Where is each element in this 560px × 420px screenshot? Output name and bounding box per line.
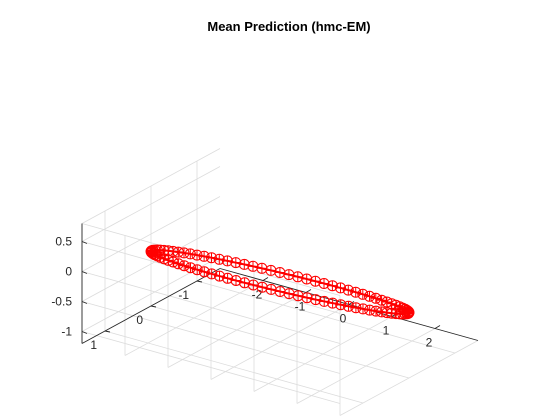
grid-line xyxy=(81,271,341,344)
tick-labels: -2 -1 0 1 2 -1 0 1 -1 -0.5 0 0.5 xyxy=(51,235,432,353)
data-point-marker xyxy=(390,308,402,320)
data-point-marker xyxy=(221,255,233,267)
x-tick xyxy=(262,277,269,281)
z-tick-label: 0 xyxy=(65,265,72,279)
data-point-marker xyxy=(198,266,210,278)
data-point-marker xyxy=(206,268,218,280)
data-point-marker xyxy=(178,247,190,259)
grid-line xyxy=(104,330,364,404)
data-point-marker xyxy=(274,286,286,297)
data-point-marker xyxy=(310,294,322,306)
data-point-marker xyxy=(184,248,196,260)
z-tick xyxy=(81,271,88,274)
data-point-marker xyxy=(292,271,304,283)
z-tick-label: 0.5 xyxy=(55,235,72,249)
data-point-marker xyxy=(256,281,268,293)
grid-line xyxy=(81,196,221,272)
grid-line xyxy=(81,166,221,242)
data-point-marker xyxy=(172,258,184,270)
data-point-marker xyxy=(238,258,250,270)
data-point-marker xyxy=(364,290,375,302)
data-point-marker xyxy=(247,260,259,272)
z-tick-label: -0.5 xyxy=(51,295,72,309)
data-point-marker xyxy=(185,262,196,274)
grid-line xyxy=(150,305,410,379)
data-point-marker xyxy=(350,286,362,298)
z-tick xyxy=(81,301,88,304)
data-point-marker xyxy=(292,290,304,302)
z-tick-label: -1 xyxy=(61,325,72,339)
x-tick-label: -2 xyxy=(252,288,263,302)
data-point-marker xyxy=(230,275,242,286)
data-point-marker xyxy=(301,292,313,304)
data-point-marker xyxy=(370,292,382,304)
grid-layer xyxy=(81,148,479,416)
z-tick xyxy=(81,241,88,244)
y-tick-label: 1 xyxy=(90,338,97,352)
grid-line xyxy=(81,301,341,374)
data-point-marker xyxy=(309,275,321,287)
y-tick xyxy=(196,280,203,283)
x-tick-label: 2 xyxy=(426,336,433,350)
y-tick-label: 0 xyxy=(136,313,143,327)
data-point-marker xyxy=(283,288,295,300)
grid-line xyxy=(81,148,221,224)
data-point-marker xyxy=(265,264,277,276)
x-tick xyxy=(305,289,312,293)
data-point-marker xyxy=(172,246,184,258)
data-point-marker xyxy=(198,250,210,262)
data-layer xyxy=(145,244,415,320)
x-tick-label: 1 xyxy=(383,324,390,338)
data-point-marker xyxy=(318,278,330,289)
data-point-marker xyxy=(376,294,388,306)
x-tick xyxy=(348,301,355,305)
data-point-marker xyxy=(256,262,268,274)
data-point-marker xyxy=(247,279,259,291)
grid-line xyxy=(81,241,341,314)
grid-line xyxy=(81,331,341,404)
data-point-marker xyxy=(283,269,295,281)
data-point-marker xyxy=(327,297,339,309)
z-tick xyxy=(81,331,88,334)
grid-line xyxy=(196,280,456,354)
data-point-marker xyxy=(191,264,203,276)
data-point-marker xyxy=(342,284,354,296)
data-point-marker xyxy=(350,302,362,314)
data-point-marker xyxy=(357,288,369,300)
data-point-marker xyxy=(357,303,369,315)
data-point-marker xyxy=(335,282,346,294)
data-point-marker xyxy=(178,260,190,272)
data-point-marker xyxy=(265,283,277,295)
y-tick xyxy=(150,305,157,308)
x-tick-label: -1 xyxy=(295,300,306,314)
data-point-marker xyxy=(370,305,382,317)
grid-line xyxy=(81,226,221,302)
y-tick xyxy=(104,330,111,333)
data-point-marker xyxy=(301,273,313,285)
x-tick-label: 0 xyxy=(340,312,347,326)
data-point-marker xyxy=(239,277,251,289)
data-point-marker xyxy=(274,267,286,278)
chart-title: Mean Prediction (hmc-EM) xyxy=(207,19,370,34)
y-tick-label: -1 xyxy=(178,288,189,302)
data-point-marker xyxy=(191,249,203,261)
data-point-marker xyxy=(376,306,388,318)
grid-line xyxy=(339,340,479,416)
data-point-marker xyxy=(364,304,376,316)
x-tick xyxy=(434,325,441,329)
